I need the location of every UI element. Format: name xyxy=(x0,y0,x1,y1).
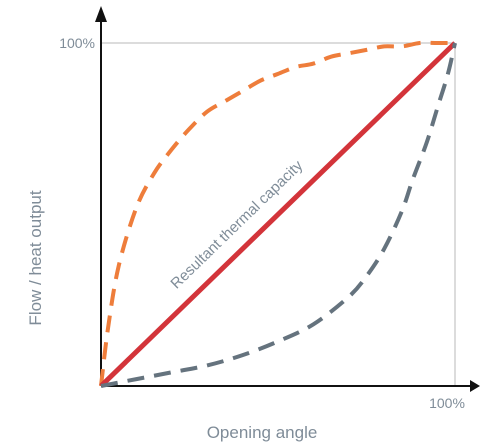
series-layer xyxy=(99,40,457,388)
x-tick-label: 100% xyxy=(429,395,465,411)
series-line-1 xyxy=(99,40,455,387)
series-line-3 xyxy=(100,42,457,388)
y-tick-label: 100% xyxy=(59,35,95,51)
y-axis-arrow-icon xyxy=(95,6,107,22)
y-axis-label: Flow / heat output xyxy=(26,190,45,325)
x-axis-arrow-icon xyxy=(470,380,480,392)
resultant-thermal-capacity-annotation: Resultant thermal capacity xyxy=(167,157,306,293)
x-axis-label: Opening angle xyxy=(207,423,318,442)
series-line-2 xyxy=(99,41,457,388)
